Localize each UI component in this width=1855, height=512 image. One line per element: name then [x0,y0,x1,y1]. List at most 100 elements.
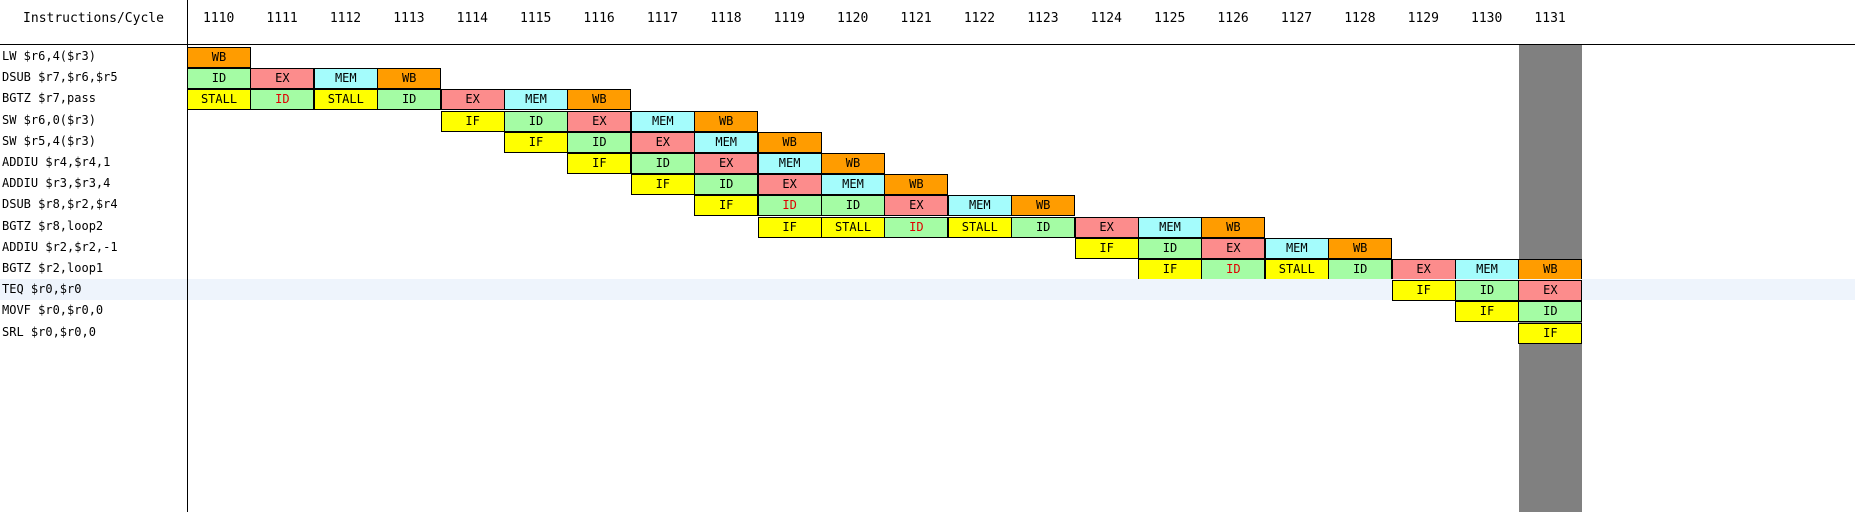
stage-cell-id: ID [757,195,822,217]
stage-cell-ex: EX [1518,280,1583,302]
stage-cell-stall: STALL [313,89,378,111]
instruction-label: ADDIU $r2,$r2,-1 [2,239,118,254]
stage-cell-ex: EX [1391,259,1456,280]
cycle-header: 1111 [266,11,298,26]
stage-cell-id: ID [630,153,695,174]
corner-header: Instructions/Cycle [23,11,164,26]
stage-cell-ex: EX [440,89,505,111]
cycle-header: 1120 [837,11,869,26]
stage-cell-id: ID [694,174,759,196]
instruction-label: BGTZ $r7,pass [2,91,96,106]
instruction-label: LW $r6,4($r3) [2,49,96,63]
cycle-header: 1126 [1217,11,1249,26]
cycle-header: 1130 [1471,11,1503,26]
cycle-header: 1128 [1344,11,1376,26]
cycle-header: 1115 [520,11,552,26]
stage-cell-id: ID [187,68,251,90]
stage-cell-if: IF [1074,237,1139,259]
stage-cell-id: ID [1455,280,1519,302]
stage-cell-ex: EX [567,110,632,132]
stage-cell-if: IF [440,110,505,132]
stage-cell-wb: WB [884,174,949,196]
instruction-label: TEQ $r0,$r0 [2,282,82,297]
stage-cell-mem: MEM [694,131,759,153]
stage-cell-id: ID [250,89,315,111]
stage-cell-wb: WB [694,110,759,132]
stage-cell-wb: WB [187,47,251,68]
cycle-header: 1124 [1090,11,1122,26]
stage-cell-mem: MEM [947,195,1012,217]
cycle-header: 1123 [1027,11,1059,26]
stage-cell-wb: WB [821,153,885,174]
cycle-header: 1125 [1154,11,1186,26]
stage-cell-if: IF [1391,280,1456,302]
stage-cell-wb: WB [1518,259,1583,280]
instruction-label: BGTZ $r8,loop2 [2,218,104,233]
stage-cell-id: ID [1011,216,1076,238]
instruction-label: SRL $r0,$r0,0 [2,324,96,339]
stage-cell-id: ID [884,216,949,238]
stage-cell-ex: EX [1201,237,1266,259]
instruction-label: BGTZ $r2,loop1 [2,261,104,275]
stage-cell-ex: EX [630,131,695,153]
cycle-header: 1113 [393,11,425,26]
stage-cell-wb: WB [377,68,442,90]
stage-cell-mem: MEM [1455,259,1519,280]
stage-cell-mem: MEM [630,110,695,132]
stage-cell-id: ID [1201,259,1266,280]
cycle-header: 1116 [583,11,615,26]
cycle-header: 1110 [203,11,235,26]
stage-cell-stall: STALL [187,89,251,111]
stage-cell-id: ID [1328,259,1393,280]
instruction-label: MOVF $r0,$r0,0 [2,303,104,318]
stage-cell-ex: EX [757,174,822,196]
stage-cell-id: ID [504,110,568,132]
instruction-label: SW $r6,0($r3) [2,112,96,127]
stage-cell-ex: EX [1074,216,1139,238]
stage-cell-stall: STALL [821,216,885,238]
cycle-header: 1118 [710,11,742,26]
stage-cell-id: ID [567,131,632,153]
stage-cell-id: ID [1138,237,1202,259]
stage-cell-mem: MEM [1264,237,1329,259]
stage-cell-if: IF [1138,259,1202,280]
stage-cell-if: IF [630,174,695,196]
cycle-header: 1119 [773,11,805,26]
stage-cell-mem: MEM [313,68,378,90]
stage-cell-if: IF [567,153,632,174]
stage-cell-stall: STALL [1264,259,1329,280]
cycle-header: 1129 [1407,11,1439,26]
stage-cell-if: IF [1518,322,1583,344]
cycle-header: 1114 [456,11,488,26]
cycle-header: 1121 [900,11,932,26]
stage-cell-if: IF [1455,301,1519,323]
instruction-label: ADDIU $r3,$r3,4 [2,176,111,191]
stage-cell-mem: MEM [757,153,822,174]
stage-cell-id: ID [377,89,442,111]
header-divider [0,44,1855,45]
cycle-header: 1131 [1534,11,1566,26]
stage-cell-ex: EX [694,153,759,174]
stage-cell-mem: MEM [504,89,568,111]
stage-cell-if: IF [694,195,759,217]
cycle-header: 1112 [329,11,362,26]
stage-cell-if: IF [757,216,822,238]
stage-cell-if: IF [504,131,568,153]
stage-cell-ex: EX [884,195,949,217]
stage-cell-wb: WB [1328,237,1393,259]
stage-cell-wb: WB [1011,195,1076,217]
stage-cell-id: ID [821,195,885,217]
stage-cell-ex: EX [250,68,315,90]
cycle-header: 1117 [646,11,679,26]
stage-cell-mem: MEM [1138,216,1202,238]
instruction-label: ADDIU $r4,$r4,1 [2,155,111,169]
stage-cell-wb: WB [757,131,822,153]
stage-cell-wb: WB [1201,216,1266,238]
cycle-header: 1122 [963,11,996,26]
stage-cell-mem: MEM [821,174,885,196]
stage-cell-stall: STALL [947,216,1012,238]
instruction-label: DSUB $r8,$r2,$r4 [2,197,118,212]
selected-row-highlight [0,279,1855,301]
cycle-header: 1127 [1280,11,1313,26]
